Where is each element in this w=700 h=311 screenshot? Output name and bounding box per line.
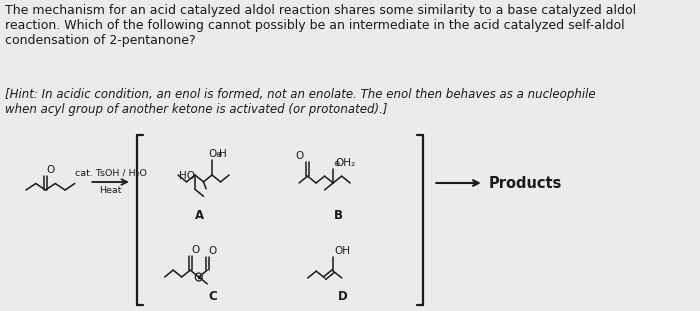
Text: HO: HO — [179, 171, 195, 181]
Text: O: O — [295, 151, 303, 161]
Text: Products: Products — [489, 175, 562, 191]
Text: O: O — [208, 246, 216, 256]
Text: O: O — [191, 245, 200, 255]
Text: C: C — [208, 290, 217, 303]
Text: [Hint: In acidic condition, an enol is formed, not an enolate. The enol then beh: [Hint: In acidic condition, an enol is f… — [5, 88, 596, 116]
Text: ⊕: ⊕ — [216, 150, 222, 159]
Text: cat. TsOH / H₂O: cat. TsOH / H₂O — [75, 169, 146, 178]
Text: B: B — [333, 209, 342, 222]
Text: The mechanism for an acid catalyzed aldol reaction shares some similarity to a b: The mechanism for an acid catalyzed aldo… — [5, 4, 636, 47]
Text: Heat: Heat — [99, 186, 122, 195]
Text: H: H — [219, 149, 227, 159]
Text: D: D — [337, 290, 347, 303]
Text: A: A — [195, 209, 204, 222]
Text: OH: OH — [334, 246, 350, 256]
Text: O: O — [46, 165, 55, 175]
Text: OH₂: OH₂ — [336, 158, 356, 168]
Text: ⊕: ⊕ — [333, 159, 340, 168]
Text: O: O — [208, 149, 216, 159]
